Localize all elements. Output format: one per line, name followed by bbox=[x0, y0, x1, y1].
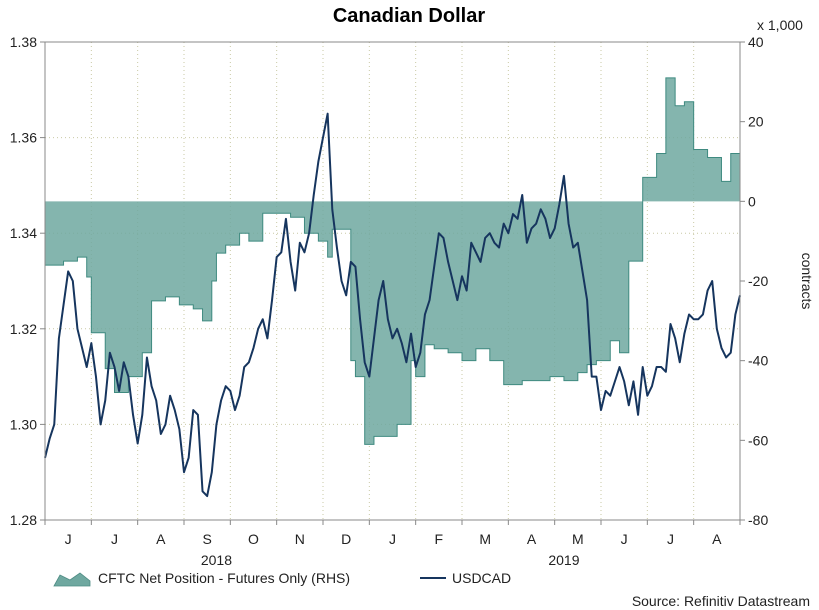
month-label: A bbox=[712, 531, 722, 547]
cftc-area bbox=[45, 77, 740, 445]
right-tick-label: 0 bbox=[748, 193, 756, 209]
legend-area-label: CFTC Net Position - Futures Only (RHS) bbox=[98, 570, 350, 586]
month-label: J bbox=[65, 531, 72, 547]
left-tick-label: 1.32 bbox=[10, 321, 37, 337]
right-tick-label: -60 bbox=[748, 432, 768, 448]
source-note: Source: Refinitiv Datastream bbox=[632, 593, 810, 609]
month-label: M bbox=[572, 531, 584, 547]
year-label: 2019 bbox=[548, 552, 579, 568]
right-axis-multiplier: x 1,000 bbox=[757, 17, 803, 33]
month-label: J bbox=[621, 531, 628, 547]
right-axis: -80 -60 -40 -20 0 20 40 bbox=[740, 34, 768, 528]
left-tick-label: 1.38 bbox=[10, 34, 37, 50]
month-label: O bbox=[248, 531, 259, 547]
month-label: A bbox=[527, 531, 537, 547]
month-label: J bbox=[667, 531, 674, 547]
year-label: 2018 bbox=[201, 552, 232, 568]
left-axis: 1.28 1.30 1.32 1.34 1.36 1.38 bbox=[10, 34, 45, 528]
legend-line-label: USDCAD bbox=[452, 570, 511, 586]
month-label: J bbox=[389, 531, 396, 547]
left-tick-label: 1.36 bbox=[10, 130, 37, 146]
right-tick-label: -40 bbox=[748, 353, 768, 369]
left-tick-label: 1.30 bbox=[10, 416, 37, 432]
month-label: N bbox=[295, 531, 305, 547]
x-axis: J J A S O N D J F M A M J J A 2018 2019 bbox=[44, 520, 741, 568]
chart-title: Canadian Dollar bbox=[333, 5, 485, 27]
month-label: M bbox=[479, 531, 491, 547]
right-tick-label: -80 bbox=[748, 512, 768, 528]
right-tick-label: -20 bbox=[748, 273, 768, 289]
left-tick-label: 1.28 bbox=[10, 512, 37, 528]
legend-area-swatch bbox=[53, 572, 91, 587]
usdcad-line-layer bbox=[44, 112, 741, 498]
left-tick-label: 1.34 bbox=[10, 225, 37, 241]
month-label: J bbox=[111, 531, 118, 547]
cftc-area-edge bbox=[45, 77, 740, 445]
usdcad-line bbox=[44, 112, 741, 498]
month-label: F bbox=[435, 531, 444, 547]
month-label: D bbox=[341, 531, 351, 547]
cftc-area-layer bbox=[45, 77, 740, 445]
right-axis-label: contracts bbox=[799, 253, 815, 310]
legend: CFTC Net Position - Futures Only (RHS) U… bbox=[53, 570, 511, 587]
month-label: S bbox=[202, 531, 211, 547]
right-tick-label: 40 bbox=[748, 34, 764, 50]
month-label: A bbox=[156, 531, 166, 547]
right-tick-label: 20 bbox=[748, 114, 764, 130]
